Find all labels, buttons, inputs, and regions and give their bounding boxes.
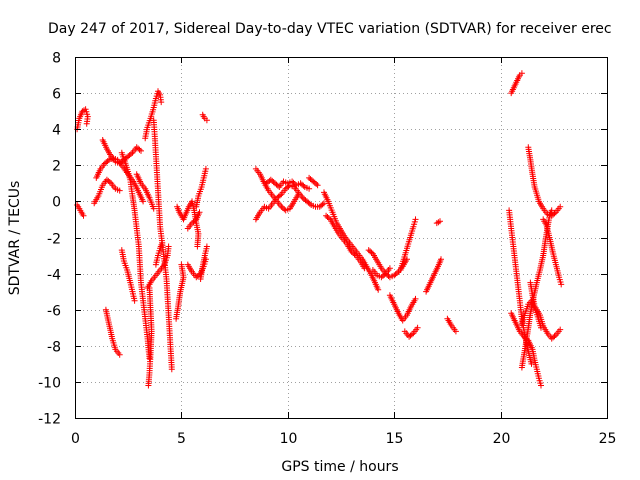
data-point — [438, 256, 444, 263]
data-point — [146, 355, 153, 362]
data-point — [386, 265, 393, 272]
data-point — [173, 315, 180, 322]
x-tick-labels: 0 5 10 15 20 25 — [71, 431, 616, 447]
x-tick-label: 15 — [386, 431, 404, 447]
data-point — [557, 326, 564, 333]
y-tick-label: -10 — [38, 376, 61, 392]
data-point — [414, 324, 421, 331]
data-point — [551, 333, 558, 340]
y-tick-label: 4 — [52, 123, 61, 139]
y-tick-label: -8 — [47, 340, 61, 356]
chart-title: Day 247 of 2017, Sidereal Day-to-day VTE… — [48, 21, 612, 37]
data-point — [106, 179, 113, 186]
axis-ticks — [75, 57, 608, 419]
data-point — [548, 207, 555, 214]
x-tick-label: 20 — [493, 431, 511, 447]
data-point — [306, 185, 313, 192]
data-point — [452, 328, 459, 335]
data-point — [168, 366, 175, 373]
data-point — [518, 70, 525, 77]
data-point — [351, 251, 358, 258]
data-point — [300, 182, 307, 189]
data-point — [319, 201, 326, 208]
data-point — [538, 324, 544, 331]
data-point — [361, 265, 368, 272]
data-point — [165, 243, 172, 250]
data-point — [295, 191, 302, 198]
data-point — [196, 209, 203, 216]
data-point — [381, 271, 388, 278]
data-point — [194, 243, 201, 250]
data-point — [203, 117, 210, 124]
y-tick-labels: -12 -10 -8 -6 -4 -2 0 2 4 6 8 — [38, 51, 61, 428]
data-point — [80, 212, 87, 219]
data-point — [321, 200, 327, 207]
data-point — [138, 147, 144, 154]
y-tick-label: -12 — [38, 412, 61, 428]
data-point — [203, 243, 210, 250]
y-tick-label: -4 — [47, 268, 61, 284]
data-point — [375, 286, 382, 293]
y-tick-label: 8 — [52, 51, 61, 67]
data-point — [145, 382, 152, 389]
data-point — [150, 205, 157, 212]
y-tick-label: 0 — [52, 195, 61, 211]
data-points — [74, 70, 565, 389]
data-point — [314, 182, 321, 189]
data-point — [313, 181, 320, 187]
data-point — [412, 295, 419, 302]
x-tick-label: 0 — [71, 431, 80, 447]
data-point — [538, 382, 544, 389]
data-point — [116, 351, 123, 358]
data-point — [140, 198, 147, 205]
data-point — [191, 217, 198, 224]
y-tick-label: 6 — [52, 87, 61, 103]
x-tick-label: 10 — [280, 431, 298, 447]
y-tick-label: -6 — [47, 304, 61, 320]
data-point — [202, 165, 209, 172]
data-point — [306, 200, 313, 207]
data-point — [551, 210, 558, 217]
data-point — [557, 203, 564, 210]
y-axis-label: SDTVAR / TECUs — [7, 181, 23, 296]
data-point — [274, 182, 281, 189]
data-point — [159, 239, 166, 246]
data-point — [528, 360, 535, 367]
x-axis-label: GPS time / hours — [281, 459, 398, 475]
data-point — [558, 281, 565, 288]
data-point — [131, 297, 138, 304]
data-point — [83, 120, 90, 127]
x-tick-label: 5 — [177, 431, 186, 447]
data-point — [437, 218, 443, 225]
y-tick-label: -2 — [47, 232, 61, 248]
y-tick-label: 2 — [52, 159, 61, 175]
data-point — [158, 99, 165, 106]
data-point — [277, 192, 283, 199]
data-point — [412, 216, 419, 223]
x-tick-label: 25 — [599, 431, 617, 447]
data-point — [116, 187, 123, 194]
data-point — [104, 158, 111, 165]
